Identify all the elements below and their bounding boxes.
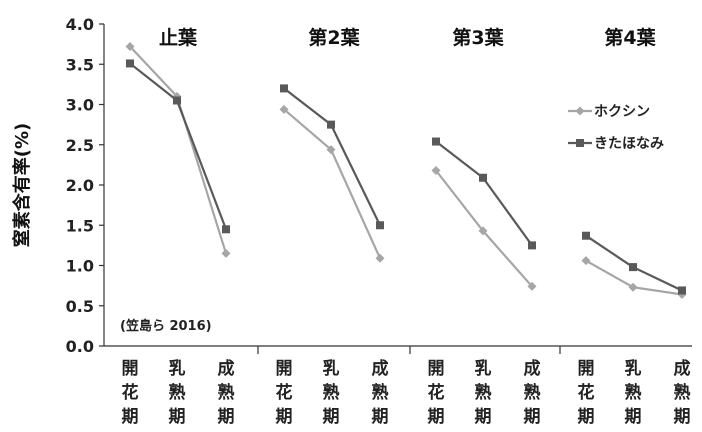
x-category-label: 開花期 <box>428 359 445 427</box>
data-point <box>326 145 336 155</box>
y-tick-label: 4.0 <box>66 15 94 34</box>
legend-marker <box>575 106 585 116</box>
data-point <box>222 225 230 234</box>
data-point <box>279 104 289 114</box>
data-point <box>173 96 181 105</box>
x-category-label: 成熟期 <box>524 358 541 427</box>
data-point <box>582 231 590 240</box>
legend-marker <box>576 139 584 147</box>
y-tick-label: 2.5 <box>66 136 94 155</box>
y-tick-label: 1.5 <box>66 216 94 235</box>
y-tick-label: 2.0 <box>66 176 94 195</box>
data-point <box>528 241 536 250</box>
data-point <box>126 59 134 68</box>
panel-title: 第3葉 <box>452 26 504 49</box>
x-category-label: 開花期 <box>578 359 595 427</box>
x-category-label: 乳熟期 <box>323 358 340 427</box>
data-point <box>479 173 487 182</box>
data-point <box>628 282 638 292</box>
data-point <box>431 166 441 176</box>
legend-label: ホクシン <box>594 104 650 120</box>
legend-item: ホクシン <box>568 104 650 120</box>
x-category-label: 乳熟期 <box>475 358 492 427</box>
y-tick-label: 0.5 <box>66 297 94 316</box>
data-point <box>629 263 637 272</box>
x-category-label: 開花期 <box>122 359 139 427</box>
data-point <box>678 286 686 295</box>
panel-title: 止葉 <box>159 27 198 49</box>
x-category-label: 乳熟期 <box>169 358 186 427</box>
y-axis-label: 窒素含有率(%) <box>11 123 33 248</box>
data-point <box>375 253 385 263</box>
x-category-label: 成熟期 <box>218 358 235 427</box>
source-annotation: (笠島ら 2016) <box>120 318 212 334</box>
data-point <box>221 248 231 258</box>
data-point <box>432 137 440 146</box>
data-point <box>478 226 488 236</box>
data-point <box>527 281 537 291</box>
y-tick-label: 3.5 <box>66 55 94 74</box>
data-point <box>376 221 384 230</box>
legend-item: きたほなみ <box>568 136 664 152</box>
y-tick-label: 0.0 <box>66 337 94 356</box>
series-line-kitahonami <box>585 234 683 292</box>
x-category-label: 成熟期 <box>372 358 389 427</box>
x-category-label: 成熟期 <box>674 358 691 427</box>
series-line-hokushin <box>129 45 228 254</box>
data-point <box>125 42 135 52</box>
data-point <box>280 84 288 93</box>
legend-label: きたほなみ <box>594 136 664 152</box>
y-tick-label: 1.0 <box>66 257 94 276</box>
data-point <box>327 120 335 129</box>
data-point <box>581 256 591 266</box>
series-line-hokushin <box>283 108 382 259</box>
x-category-label: 乳熟期 <box>625 358 642 427</box>
x-category-label: 開花期 <box>276 359 293 427</box>
panel-title: 第4葉 <box>604 26 656 49</box>
y-tick-label: 3.0 <box>66 96 94 115</box>
panel-title: 第2葉 <box>308 26 360 49</box>
series-line-kitahonami <box>283 87 381 226</box>
